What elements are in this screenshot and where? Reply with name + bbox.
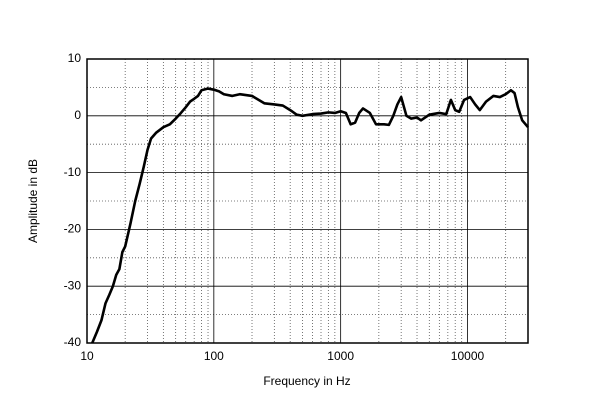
y-axis-label: Amplitude in dB xyxy=(26,159,40,243)
plot-frame xyxy=(86,58,529,344)
y-tick-label: -30 xyxy=(64,278,82,292)
response-line xyxy=(91,87,529,344)
y-tick-label: 0 xyxy=(74,108,81,122)
x-tick-label: 10 xyxy=(80,349,94,363)
y-tick-label: 10 xyxy=(68,51,82,65)
x-tick-label: 10000 xyxy=(451,349,485,363)
x-tick-label: 1000 xyxy=(327,349,354,363)
x-tick-label: 100 xyxy=(204,349,224,363)
y-tick-label: -20 xyxy=(64,222,82,236)
x-axis-label: Frequency in Hz xyxy=(263,374,350,388)
y-tick-label: -10 xyxy=(64,165,82,179)
y-tick-label: -40 xyxy=(64,335,82,349)
